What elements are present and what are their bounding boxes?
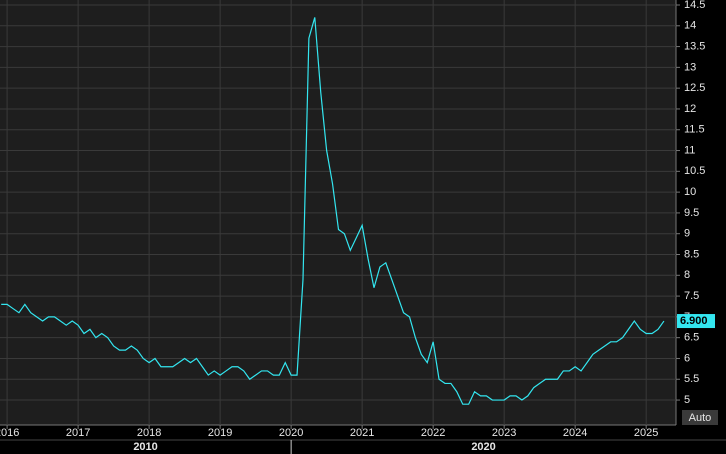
y-tick-label: 10.5: [684, 165, 705, 177]
x-tick-label: 2023: [492, 427, 516, 439]
major-tick-label: 2010: [133, 441, 157, 453]
y-tick-label: 6: [684, 352, 690, 364]
scale-label: Auto: [689, 412, 712, 424]
y-tick-label: 9: [684, 228, 690, 240]
y-tick-label: 5: [684, 394, 690, 406]
x-tick-label: 2018: [137, 427, 161, 439]
x-tick-label: 2016: [0, 427, 19, 439]
y-tick-label: 13: [684, 61, 696, 73]
y-tick-label: 11: [684, 144, 695, 156]
y-tick-label: 14: [684, 20, 696, 32]
y-tick-label: 10: [684, 186, 696, 198]
scale-box: [682, 410, 718, 425]
y-tick-label: 14.5: [684, 0, 705, 11]
x-tick-label: 2025: [634, 427, 658, 439]
x-tick-label: 2020: [279, 427, 303, 439]
x-tick-label: 2024: [563, 427, 587, 439]
y-tick-label: 8: [684, 269, 690, 281]
y-tick-label: 11.5: [684, 124, 705, 136]
y-tick-label: 5.5: [684, 373, 699, 385]
x-tick-label: 2021: [350, 427, 374, 439]
major-tick-label: 2020: [471, 441, 495, 453]
x-tick-label: 2017: [66, 427, 90, 439]
y-tick-label: 8.5: [684, 248, 699, 260]
x-tick-label: 2019: [208, 427, 232, 439]
last-value-box: [677, 314, 715, 329]
x-tick-label: 2022: [421, 427, 445, 439]
y-tick-label: 12.5: [684, 82, 705, 94]
y-tick-label: 12: [684, 103, 696, 115]
line: [1, 17, 665, 405]
y-tick-label: 6.5: [684, 332, 699, 344]
last-value-label: 6.900: [680, 315, 708, 327]
y-tick-label: 9.5: [684, 207, 699, 219]
y-tick-label: 7.5: [684, 290, 699, 302]
y-tick-label: 13.5: [684, 40, 705, 52]
